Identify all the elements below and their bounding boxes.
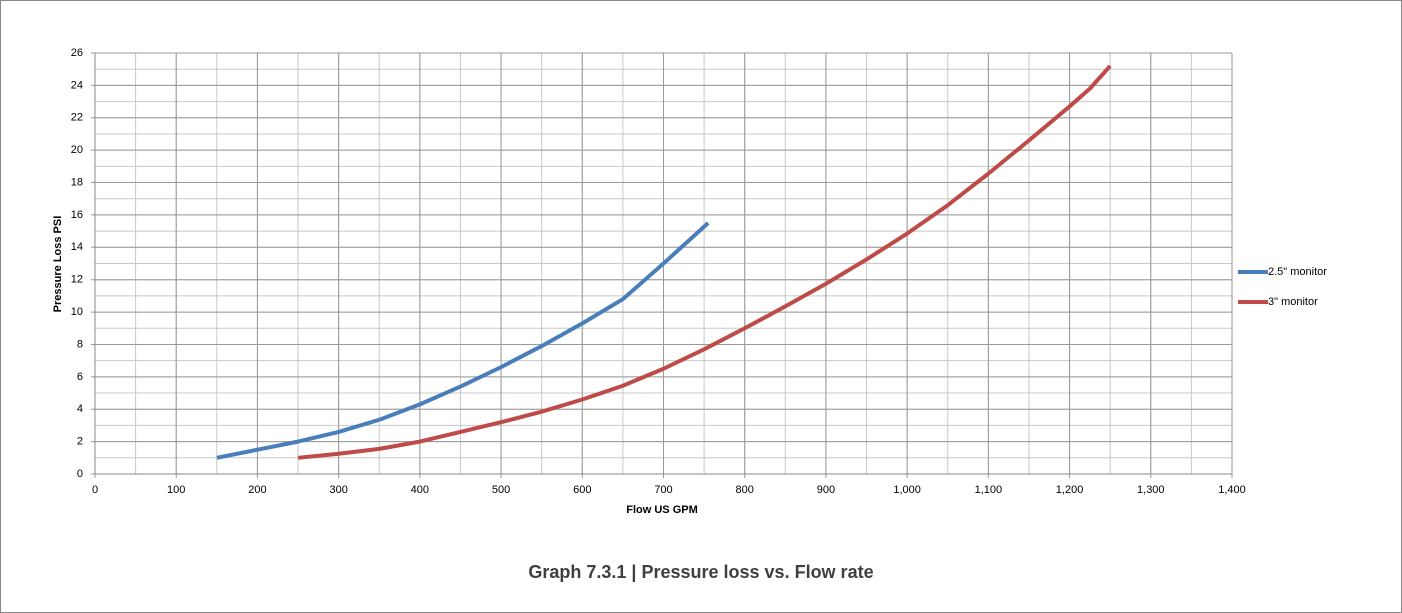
x-tick-label: 800 xyxy=(736,484,754,496)
x-tick-label: 1,300 xyxy=(1137,484,1165,496)
y-tick-label: 24 xyxy=(71,79,83,91)
x-tick-label: 700 xyxy=(654,484,672,496)
legend-label: 3" monitor xyxy=(1268,296,1318,308)
y-tick-label: 26 xyxy=(71,47,83,59)
y-tick-label: 12 xyxy=(71,274,83,286)
x-tick-label: 300 xyxy=(329,484,347,496)
x-tick-label: 1,400 xyxy=(1218,484,1246,496)
x-tick-label: 600 xyxy=(573,484,591,496)
y-tick-label: 14 xyxy=(71,241,83,253)
y-tick-label: 18 xyxy=(71,176,83,188)
x-tick-label: 1,200 xyxy=(1056,484,1084,496)
y-tick-label: 16 xyxy=(71,209,83,221)
y-axis-label: Pressure Loss PSI xyxy=(52,216,64,313)
y-tick-label: 0 xyxy=(77,468,83,480)
caption: Graph 7.3.1 | Pressure loss vs. Flow rat… xyxy=(528,562,873,582)
y-tick-label: 2 xyxy=(77,436,83,448)
x-tick-label: 400 xyxy=(411,484,429,496)
y-tick-label: 10 xyxy=(71,306,83,318)
y-tick-label: 8 xyxy=(77,338,83,350)
x-tick-label: 100 xyxy=(167,484,185,496)
y-tick-label: 4 xyxy=(77,403,83,415)
x-tick-label: 0 xyxy=(92,484,98,496)
line xyxy=(216,221,710,460)
x-tick-label: 500 xyxy=(492,484,510,496)
line xyxy=(297,64,1112,460)
x-tick-label: 1,100 xyxy=(975,484,1003,496)
y-tick-label: 6 xyxy=(77,371,83,383)
x-tick-label: 1,000 xyxy=(893,484,921,496)
x-tick-label: 900 xyxy=(817,484,835,496)
y-tick-label: 20 xyxy=(71,144,83,156)
y-tick-label: 22 xyxy=(71,112,83,124)
legend-label: 2.5" monitor xyxy=(1268,266,1327,278)
x-tick-label: 200 xyxy=(248,484,266,496)
x-axis-label: Flow US GPM xyxy=(626,504,698,516)
